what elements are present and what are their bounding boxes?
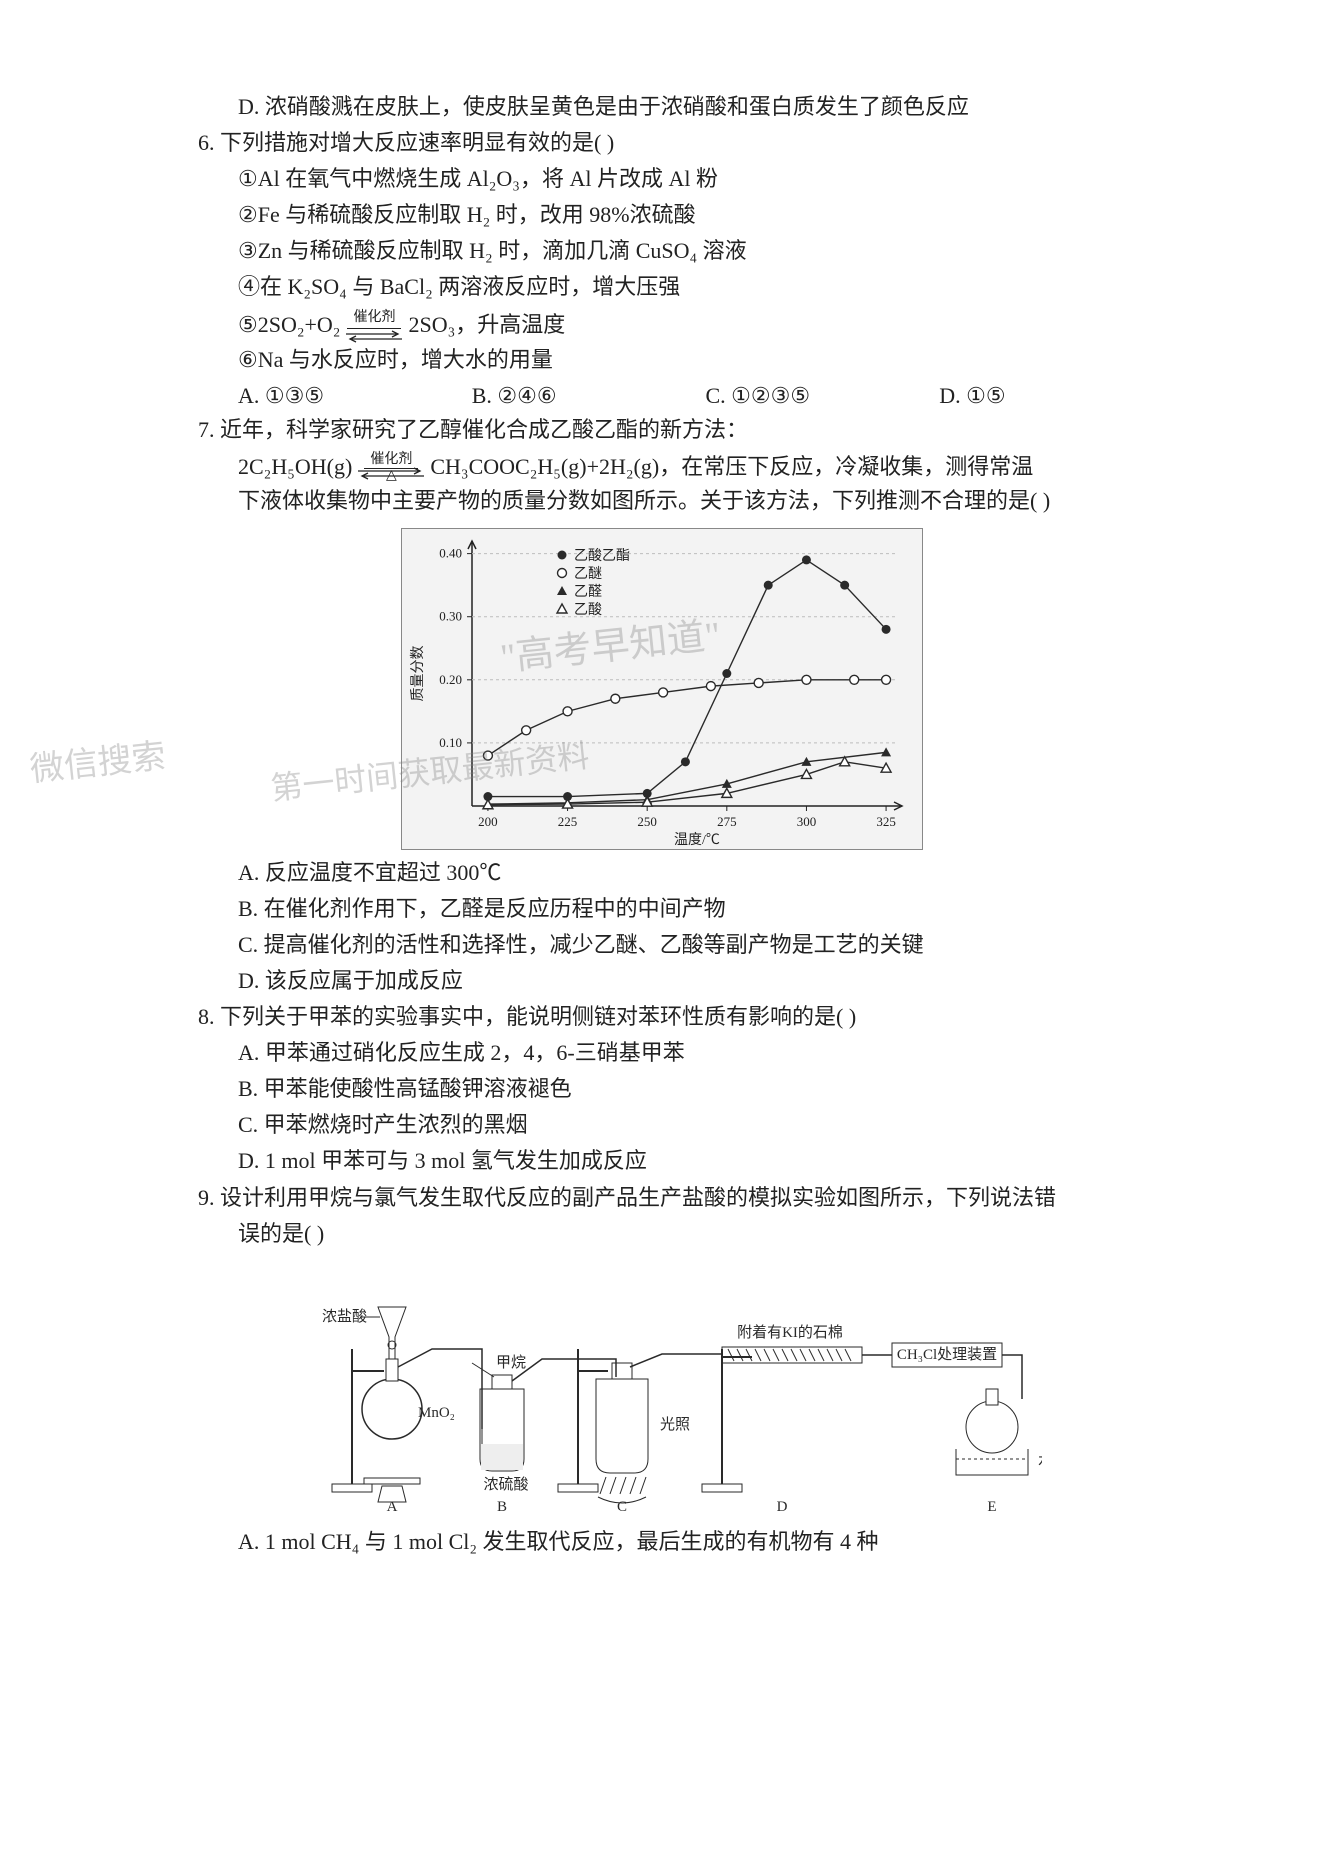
- q6-item4: ④在 K₂SO₄ 与 BaCl₂ 两溶液反应时，增大压强: [150, 270, 1173, 304]
- q6-item2: ②Fe 与稀硫酸反应制取 H₂ 时，改用 98%浓硫酸: [150, 198, 1173, 232]
- q6-item1: ①Al 在氧气中燃烧生成 Al₂O₃，将 Al 片改成 Al 粉: [150, 162, 1173, 196]
- q9-stem-1: 9. 设计利用甲烷与氯气发生取代反应的副产品生产盐酸的模拟实验如图所示，下列说法…: [150, 1181, 1173, 1215]
- svg-text:C: C: [616, 1499, 626, 1515]
- svg-text:水: 水: [1038, 1452, 1042, 1469]
- svg-text:D: D: [776, 1499, 787, 1515]
- q6-item5: ⑤2SO₂+O₂ 催化剂 2SO₃，升高温度: [150, 307, 1173, 344]
- q7-chart-svg: 0.10 0.20 0.30 0.40 200 225 250 275 300 325 温度/℃ 质量…: [402, 529, 922, 849]
- q9-opt-a: A. 1 mol CH₄ 与 1 mol Cl₂ 发生取代反应，最后生成的有机物…: [150, 1525, 1173, 1559]
- svg-text:0.20: 0.20: [439, 672, 462, 687]
- q8-opt-c: C. 甲苯燃烧时产生浓烈的黑烟: [150, 1108, 1173, 1142]
- svg-text:乙酸: 乙酸: [574, 602, 602, 618]
- q5-opt-d: D. 浓硝酸溅在皮肤上，使皮肤呈黄色是由于浓硝酸和蛋白质发生了颜色反应: [150, 90, 1173, 124]
- svg-text:A: A: [386, 1499, 397, 1515]
- q6-C: C. ①②③⑤: [706, 379, 940, 413]
- q6-B: B. ②④⑥: [472, 379, 706, 413]
- q9-stem-2: 误的是( ): [150, 1217, 1173, 1251]
- svg-text:甲烷: 甲烷: [496, 1354, 526, 1371]
- q7-eq-left: 2C₂H₅OH(g): [238, 450, 352, 484]
- q7-opt-d: D. 该反应属于加成反应: [150, 964, 1173, 998]
- q8-opt-d: D. 1 mol 甲苯可与 3 mol 氢气发生加成反应: [150, 1144, 1173, 1178]
- q7-equation: 2C₂H₅OH(g) 催化剂 △ CH₃COOC₂H₅(g)+2H₂(g)，在常…: [150, 450, 1173, 484]
- svg-text:浓硫酸: 浓硫酸: [483, 1476, 528, 1493]
- q6-item5-right: 2SO₃，升高温度: [408, 308, 565, 342]
- svg-text:CH₃Cl处理装置: CH₃Cl处理装置: [896, 1346, 996, 1363]
- q9-apparatus-svg: 浓盐酸MnO₂A甲烷浓硫酸B光照C附着有KI的石棉CH₃Cl处理装置D水E: [282, 1259, 1042, 1519]
- svg-text:附着有KI的石棉: 附着有KI的石棉: [737, 1324, 843, 1341]
- svg-text:E: E: [987, 1499, 996, 1515]
- svg-text:质量分数: 质量分数: [410, 645, 426, 701]
- q7-opt-a: A. 反应温度不宜超过 300℃: [150, 856, 1173, 890]
- q7-opt-b: B. 在催化剂作用下，乙醛是反应历程中的中间产物: [150, 892, 1173, 926]
- q8-opt-b: B. 甲苯能使酸性高锰酸钾溶液褪色: [150, 1072, 1173, 1106]
- svg-text:乙醛: 乙醛: [574, 584, 602, 600]
- svg-text:温度/℃: 温度/℃: [674, 832, 720, 848]
- q8-stem: 8. 下列关于甲苯的实验事实中，能说明侧链对苯环性质有影响的是( ): [150, 1000, 1173, 1034]
- svg-text:乙酸乙酯: 乙酸乙酯: [574, 548, 630, 564]
- q7-chart: 0.10 0.20 0.30 0.40 200 225 250 275 300 325 温度/℃ 质量…: [401, 528, 923, 850]
- svg-text:0.30: 0.30: [439, 608, 462, 623]
- equilibrium-arrow-icon: 催化剂 △: [356, 453, 426, 479]
- q7-line2: 下液体收集物中主要产物的质量分数如图所示。关于该方法，下列推测不合理的是( ): [150, 484, 1173, 518]
- svg-text:0.40: 0.40: [439, 545, 462, 560]
- svg-text:325: 325: [876, 814, 896, 829]
- q7-opt-c: C. 提高催化剂的活性和选择性，减少乙醚、乙酸等副产物是工艺的关键: [150, 928, 1173, 962]
- svg-text:MnO₂: MnO₂: [418, 1405, 455, 1421]
- q6-stem: 6. 下列措施对增大反应速率明显有效的是( ): [150, 126, 1173, 160]
- exam-page: D. 浓硝酸溅在皮肤上，使皮肤呈黄色是由于浓硝酸和蛋白质发生了颜色反应 6. 下…: [0, 0, 1323, 1871]
- q6-D: D. ①⑤: [939, 379, 1173, 413]
- svg-text:225: 225: [557, 814, 577, 829]
- q6-item5-left: ⑤2SO₂+O₂: [238, 308, 340, 342]
- svg-text:300: 300: [796, 814, 816, 829]
- q9-diagram: 浓盐酸MnO₂A甲烷浓硫酸B光照C附着有KI的石棉CH₃Cl处理装置D水E: [282, 1259, 1042, 1519]
- svg-text:光照: 光照: [660, 1416, 690, 1433]
- q9-diagram-container: 浓盐酸MnO₂A甲烷浓硫酸B光照C附着有KI的石棉CH₃Cl处理装置D水E: [150, 1259, 1173, 1519]
- q6-item6: ⑥Na 与水反应时，增大水的用量: [150, 343, 1173, 377]
- svg-text:200: 200: [478, 814, 498, 829]
- svg-text:250: 250: [637, 814, 657, 829]
- q8-opt-a: A. 甲苯通过硝化反应生成 2，4，6-三硝基甲苯: [150, 1036, 1173, 1070]
- q7-chart-container: 0.10 0.20 0.30 0.40 200 225 250 275 300 325 温度/℃ 质量…: [150, 528, 1173, 850]
- q6-item3: ③Zn 与稀硫酸反应制取 H₂ 时，滴加几滴 CuSO₄ 溶液: [150, 234, 1173, 268]
- svg-text:0.10: 0.10: [439, 735, 462, 750]
- equilibrium-arrow-icon: 催化剂: [344, 307, 404, 344]
- q6-item5-cat: 催化剂: [347, 307, 401, 330]
- svg-text:275: 275: [717, 814, 737, 829]
- svg-text:B: B: [496, 1499, 506, 1515]
- q6-choices: A. ①③⑤ B. ②④⑥ C. ①②③⑤ D. ①⑤: [150, 379, 1173, 413]
- q7-stem: 7. 近年，科学家研究了乙醇催化合成乙酸乙酯的新方法：: [150, 413, 1173, 447]
- q7-eq-right: CH₃COOC₂H₅(g)+2H₂(g)，在常压下反应，冷凝收集，测得常温: [430, 450, 1033, 484]
- svg-text:乙醚: 乙醚: [574, 566, 602, 582]
- watermark-1: 微信搜索: [28, 731, 169, 798]
- q6-A: A. ①③⑤: [238, 379, 472, 413]
